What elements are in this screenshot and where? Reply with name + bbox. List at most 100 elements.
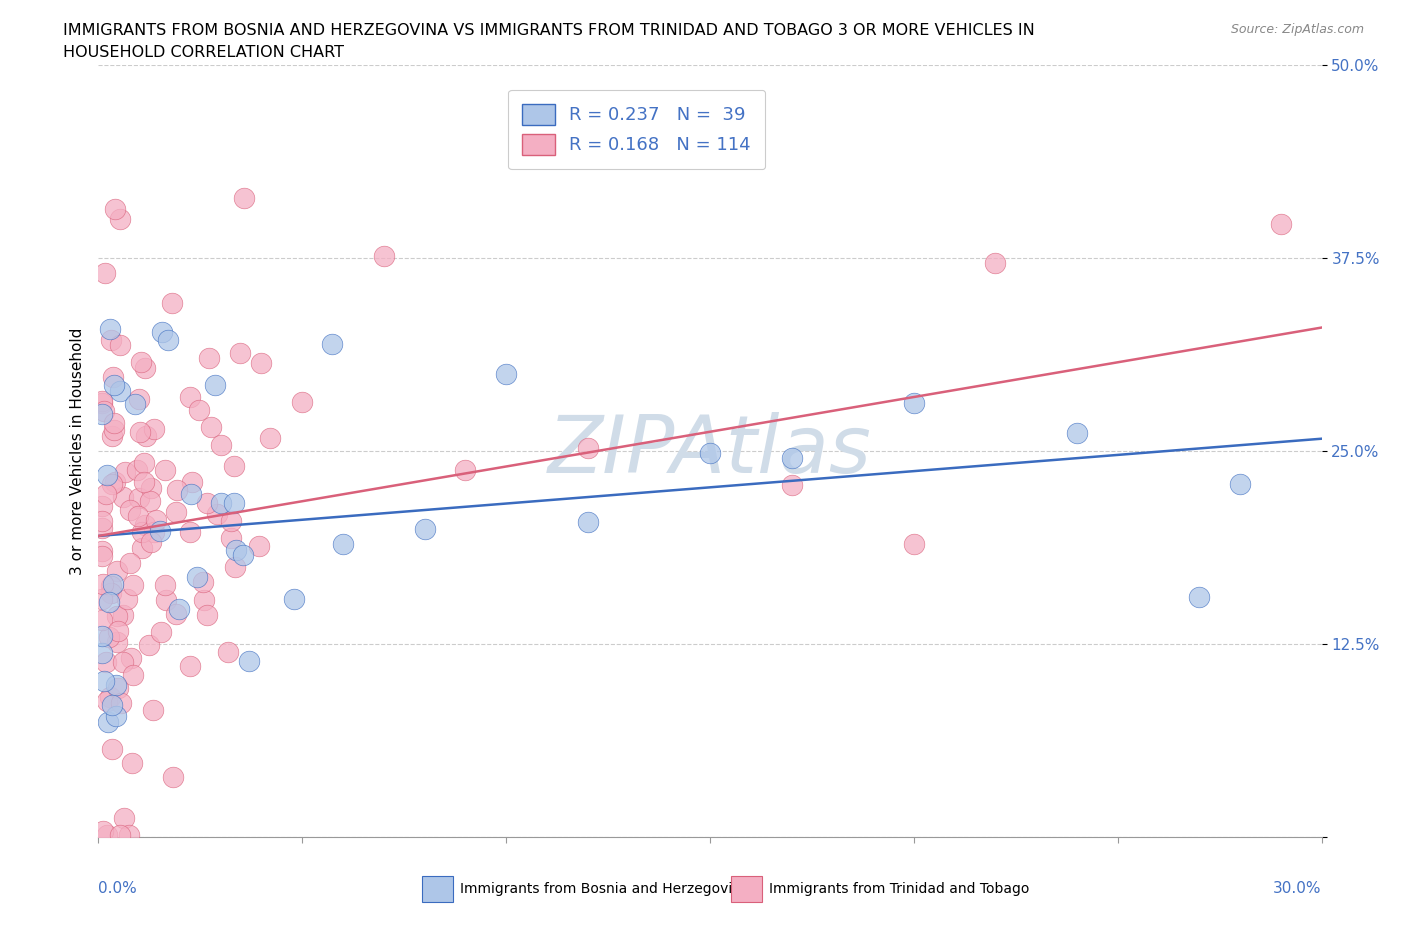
Point bbox=[373, 248, 395, 263]
Point bbox=[96, 694, 118, 709]
Point bbox=[247, 538, 270, 553]
Point bbox=[166, 483, 188, 498]
Point bbox=[96, 467, 118, 482]
Point bbox=[200, 419, 222, 434]
Point bbox=[145, 513, 167, 528]
Point bbox=[91, 613, 114, 628]
Point bbox=[780, 451, 803, 466]
Point bbox=[105, 709, 128, 724]
Point bbox=[129, 424, 152, 439]
Point bbox=[180, 486, 202, 501]
Point bbox=[91, 549, 114, 564]
Point bbox=[100, 333, 122, 348]
Point bbox=[104, 475, 127, 490]
Text: HOUSEHOLD CORRELATION CHART: HOUSEHOLD CORRELATION CHART bbox=[63, 45, 344, 60]
Point bbox=[115, 591, 138, 606]
Point bbox=[101, 742, 124, 757]
Point bbox=[291, 395, 314, 410]
Point bbox=[134, 361, 156, 376]
Legend: R = 0.237   N =  39, R = 0.168   N = 114: R = 0.237 N = 39, R = 0.168 N = 114 bbox=[508, 89, 765, 169]
Point bbox=[98, 322, 121, 337]
Point bbox=[97, 630, 120, 644]
Point bbox=[103, 377, 125, 392]
Point bbox=[207, 507, 229, 522]
Point bbox=[105, 634, 128, 649]
Point bbox=[179, 658, 201, 673]
Point bbox=[91, 591, 114, 606]
Point bbox=[699, 128, 721, 143]
Point bbox=[153, 578, 176, 592]
Point bbox=[93, 404, 115, 418]
Point bbox=[167, 602, 190, 617]
Point bbox=[139, 494, 162, 509]
Point bbox=[143, 525, 166, 539]
Point bbox=[111, 607, 134, 622]
Point bbox=[110, 384, 132, 399]
Point bbox=[91, 521, 114, 536]
Text: Immigrants from Bosnia and Herzegovina: Immigrants from Bosnia and Herzegovina bbox=[460, 882, 749, 897]
Point bbox=[112, 655, 135, 670]
Point bbox=[179, 390, 201, 405]
Point bbox=[250, 356, 273, 371]
Point bbox=[149, 524, 172, 538]
Point bbox=[96, 486, 118, 501]
Point bbox=[129, 355, 152, 370]
Point bbox=[101, 369, 124, 384]
Point bbox=[105, 608, 128, 623]
Point bbox=[229, 346, 252, 361]
Point bbox=[127, 462, 149, 477]
Point bbox=[142, 421, 165, 436]
Point bbox=[225, 543, 247, 558]
Point bbox=[120, 650, 142, 665]
Point bbox=[91, 543, 114, 558]
Point bbox=[122, 668, 145, 683]
Point bbox=[1229, 476, 1251, 491]
Point bbox=[91, 577, 114, 591]
Point bbox=[1270, 217, 1292, 232]
Point bbox=[150, 325, 173, 339]
Point bbox=[157, 333, 180, 348]
Point bbox=[108, 828, 131, 843]
Point bbox=[108, 338, 131, 352]
Point bbox=[100, 476, 122, 491]
Point bbox=[107, 624, 129, 639]
Point bbox=[198, 351, 221, 365]
Point bbox=[122, 578, 145, 593]
Point bbox=[107, 681, 129, 696]
Point bbox=[1066, 426, 1088, 441]
Point bbox=[179, 525, 201, 539]
Point bbox=[193, 592, 215, 607]
Point bbox=[117, 828, 139, 843]
Point bbox=[903, 536, 925, 551]
Point bbox=[699, 445, 721, 460]
Point bbox=[112, 811, 135, 826]
Point bbox=[139, 480, 162, 495]
Point bbox=[134, 474, 156, 489]
Point bbox=[91, 645, 114, 660]
Point bbox=[104, 201, 127, 216]
Point bbox=[238, 654, 260, 669]
Point bbox=[211, 437, 233, 452]
Point bbox=[221, 513, 243, 528]
Point bbox=[91, 406, 114, 421]
Point bbox=[454, 462, 477, 477]
Point bbox=[984, 256, 1007, 271]
Point bbox=[576, 441, 599, 456]
Point bbox=[135, 429, 157, 444]
Point bbox=[166, 504, 188, 519]
Point bbox=[96, 655, 118, 670]
Point bbox=[217, 644, 239, 659]
Text: Immigrants from Trinidad and Tobago: Immigrants from Trinidad and Tobago bbox=[769, 882, 1029, 897]
Point bbox=[97, 714, 120, 729]
Point bbox=[91, 396, 114, 411]
Point bbox=[134, 518, 156, 533]
Point bbox=[188, 402, 211, 417]
Point bbox=[224, 559, 246, 574]
Point bbox=[98, 690, 121, 705]
Text: ZIPAtlas: ZIPAtlas bbox=[548, 412, 872, 490]
Point bbox=[131, 525, 153, 539]
Text: IMMIGRANTS FROM BOSNIA AND HERZEGOVINA VS IMMIGRANTS FROM TRINIDAD AND TOBAGO 3 : IMMIGRANTS FROM BOSNIA AND HERZEGOVINA V… bbox=[63, 23, 1035, 38]
Point bbox=[118, 503, 141, 518]
Point bbox=[141, 535, 163, 550]
Point bbox=[100, 578, 122, 593]
